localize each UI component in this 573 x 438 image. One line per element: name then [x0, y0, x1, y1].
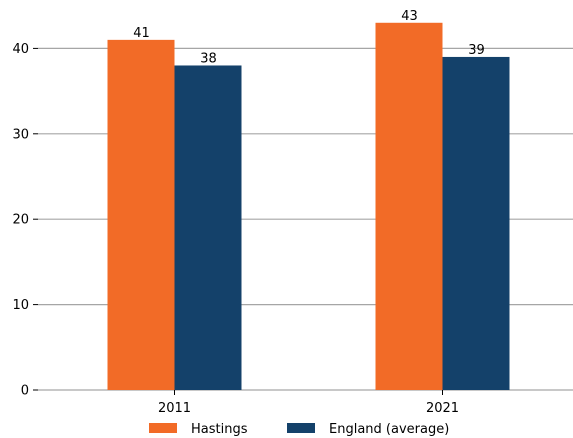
data-label: 41	[133, 26, 150, 41]
legend-swatch	[149, 423, 177, 433]
y-tick-label: 30	[12, 127, 29, 142]
bar	[174, 65, 242, 390]
legend-label: Hastings	[191, 422, 248, 437]
x-tick-label: 2021	[426, 401, 459, 416]
x-axis-ticks: 2011 2021	[158, 390, 459, 416]
data-label: 43	[401, 9, 418, 24]
x-tick-label: 2011	[158, 401, 191, 416]
bar	[107, 39, 175, 391]
y-axis-ticks: 0 10 20 30 40	[12, 42, 38, 399]
bars	[107, 22, 510, 391]
legend: Hastings England (average)	[149, 422, 449, 437]
data-label: 39	[468, 43, 485, 58]
y-tick-label: 20	[12, 213, 29, 228]
bar	[442, 56, 510, 390]
bar	[375, 22, 443, 391]
data-labels: 41 38 43 39	[133, 9, 485, 67]
y-tick-label: 40	[12, 42, 29, 57]
y-tick-label: 10	[12, 298, 29, 313]
legend-label: England (average)	[329, 422, 449, 437]
legend-swatch	[287, 423, 315, 433]
y-tick-label: 0	[21, 384, 29, 399]
data-label: 38	[200, 51, 217, 66]
